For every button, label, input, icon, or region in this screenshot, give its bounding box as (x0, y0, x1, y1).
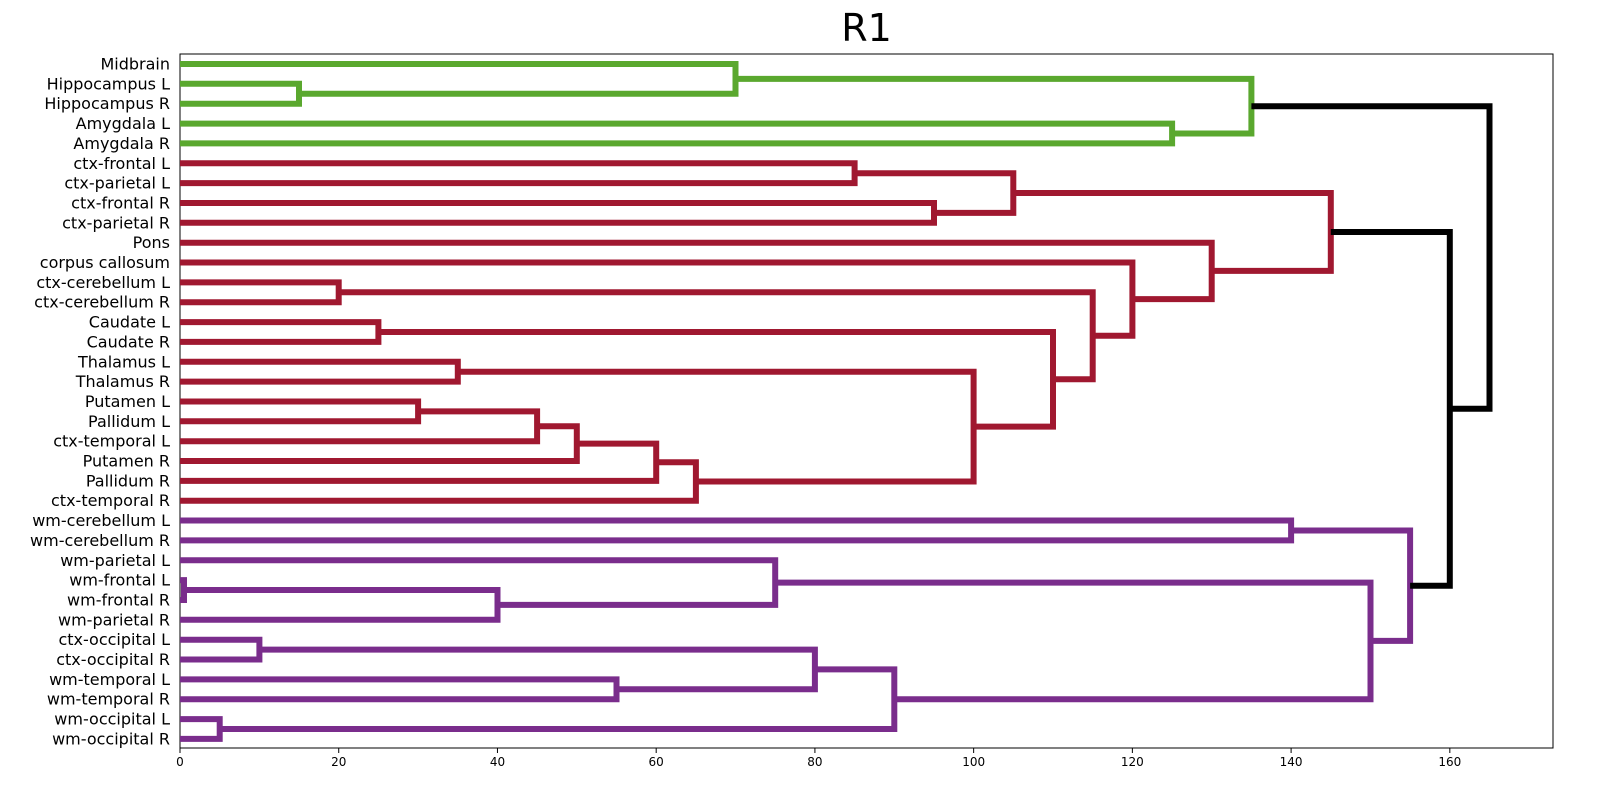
x-tick-label: 120 (1121, 755, 1144, 769)
x-tick-label: 160 (1438, 755, 1461, 769)
x-tick-label: 60 (649, 755, 664, 769)
dendrogram-links (180, 64, 1490, 739)
leaf-label: ctx-frontal R (71, 193, 170, 212)
dendrogram-link-co (180, 640, 259, 660)
leaf-label: ctx-temporal L (53, 432, 170, 451)
leaf-label: Caudate L (89, 313, 170, 332)
leaf-label: wm-frontal L (69, 571, 170, 590)
leaf-label: Midbrain (100, 55, 170, 74)
leaf-label: wm-occipital L (54, 710, 170, 729)
dendrogram-link-cot (259, 650, 815, 690)
x-tick-label: 40 (490, 755, 505, 769)
leaf-label: wm-temporal R (47, 690, 170, 709)
dendrogram-link-pp (180, 402, 418, 422)
dendrogram-link-wpf (180, 560, 775, 605)
dendrogram-link-wfp (180, 590, 498, 620)
dendrogram-link-wc (180, 521, 1291, 541)
dendrogram-link-p (1291, 531, 1410, 641)
dendrogram-link-fp1 (180, 163, 855, 183)
dendrogram-link-mh (180, 64, 736, 94)
leaf-label: wm-cerebellum L (32, 511, 170, 530)
dendrogram-link-wo (180, 719, 220, 739)
leaf-label: corpus callosum (40, 253, 170, 272)
dendrogram-link-cbb (339, 292, 1093, 379)
leaf-label: Pons (133, 233, 170, 252)
leaf-label: Pallidum L (88, 412, 170, 431)
x-tick-label: 140 (1280, 755, 1303, 769)
leaf-label: Hippocampus L (47, 74, 170, 93)
x-tick-label: 80 (807, 755, 822, 769)
leaf-label: Amygdala L (76, 114, 170, 133)
leaf-label: Thalamus L (77, 352, 170, 371)
leaf-label: ctx-temporal R (51, 491, 170, 510)
leaf-label: ctx-cerebellum L (36, 273, 170, 292)
dendrogram-link-am (180, 124, 1172, 144)
leaf-label: Putamen L (85, 392, 170, 411)
leaf-label: Caudate R (87, 332, 170, 351)
leaf-label: wm-occipital R (52, 729, 170, 748)
leaf-label: Pallidum R (86, 471, 170, 490)
leaf-label: ctx-parietal L (64, 174, 170, 193)
leaf-label: wm-temporal L (49, 670, 170, 689)
dendrogram-link-ca (180, 322, 378, 342)
x-axis-ticks: 0 20 40 60 80 100 120 140 160 (176, 748, 1461, 769)
dendrogram-link-wt (180, 679, 617, 699)
leaf-label: Putamen R (83, 452, 170, 471)
x-tick-label: 20 (331, 755, 346, 769)
leaf-label: ctx-occipital L (58, 630, 170, 649)
leaf-label: wm-parietal R (58, 610, 170, 629)
leaf-label: wm-frontal R (67, 590, 170, 609)
leaf-label: wm-parietal L (60, 551, 170, 570)
leaf-label: ctx-cerebellum R (34, 293, 170, 312)
dendrogram-link-wf (180, 580, 184, 600)
x-tick-label: 100 (962, 755, 985, 769)
dendrogram-link-ppt (180, 411, 537, 441)
dendrogram-link-cb (180, 282, 339, 302)
dendrogram-link-h (180, 84, 299, 104)
leaf-label: Hippocampus R (44, 94, 170, 113)
dendrogram-link-th (180, 362, 458, 382)
dendrogram-link-r (1013, 193, 1331, 271)
dendrogram-link-root (1251, 106, 1489, 409)
leaf-label: ctx-parietal R (62, 213, 170, 232)
leaf-label: Amygdala R (73, 134, 170, 153)
leaf-label: ctx-occipital R (56, 650, 170, 669)
leaf-label: ctx-frontal L (73, 154, 170, 173)
leaf-label: Thalamus R (75, 372, 170, 391)
x-tick-label: 0 (176, 755, 184, 769)
dendrogram-link-wm (775, 583, 1370, 700)
leaf-label: wm-cerebellum R (30, 531, 170, 550)
dendrogram-link-fp2 (180, 203, 934, 223)
